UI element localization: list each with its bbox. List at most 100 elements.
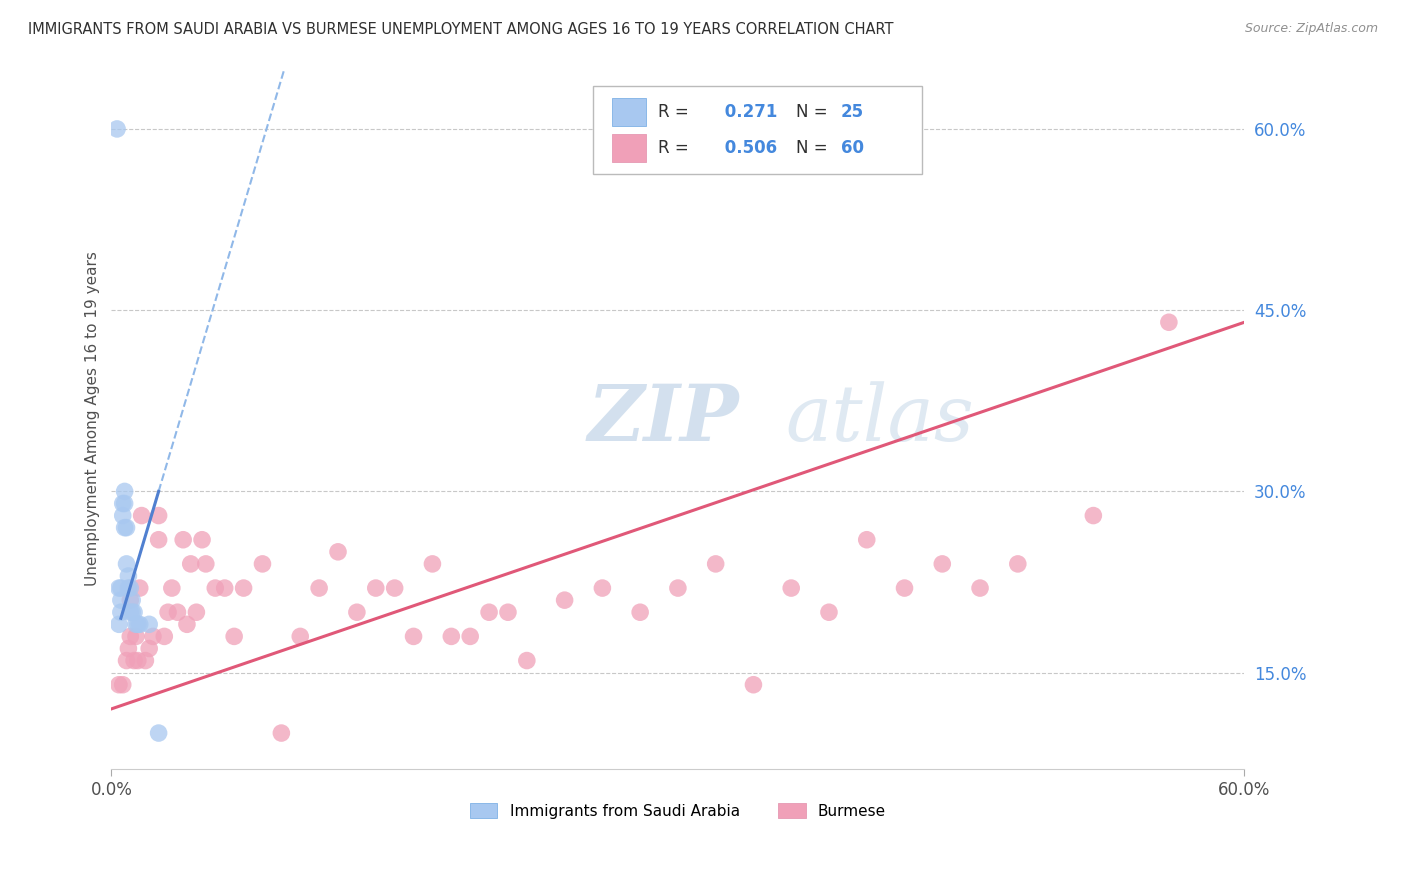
Point bbox=[134, 654, 156, 668]
Point bbox=[117, 569, 139, 583]
FancyBboxPatch shape bbox=[593, 86, 921, 174]
Point bbox=[110, 581, 132, 595]
Point bbox=[108, 581, 131, 595]
Point bbox=[969, 581, 991, 595]
Point bbox=[252, 557, 274, 571]
Point bbox=[114, 484, 136, 499]
Point bbox=[440, 629, 463, 643]
Point bbox=[131, 508, 153, 523]
Point bbox=[108, 678, 131, 692]
Point bbox=[122, 605, 145, 619]
Point bbox=[364, 581, 387, 595]
Point bbox=[115, 521, 138, 535]
Point bbox=[138, 617, 160, 632]
Point bbox=[110, 605, 132, 619]
Point bbox=[224, 629, 246, 643]
Point bbox=[402, 629, 425, 643]
Point bbox=[290, 629, 312, 643]
Point bbox=[114, 496, 136, 510]
Point bbox=[346, 605, 368, 619]
Point bbox=[127, 617, 149, 632]
Point bbox=[554, 593, 576, 607]
Point bbox=[458, 629, 481, 643]
Point bbox=[138, 641, 160, 656]
Point bbox=[121, 605, 143, 619]
Point bbox=[893, 581, 915, 595]
Point bbox=[931, 557, 953, 571]
Point bbox=[111, 678, 134, 692]
Point bbox=[496, 605, 519, 619]
Point bbox=[160, 581, 183, 595]
Point bbox=[127, 654, 149, 668]
Point bbox=[114, 521, 136, 535]
Bar bbox=[612, 98, 647, 126]
Point bbox=[108, 617, 131, 632]
Point bbox=[384, 581, 406, 595]
Text: R =: R = bbox=[658, 139, 693, 157]
Point bbox=[232, 581, 254, 595]
Point bbox=[191, 533, 214, 547]
Text: 0.506: 0.506 bbox=[718, 139, 778, 157]
Point bbox=[148, 533, 170, 547]
Point bbox=[115, 557, 138, 571]
Point bbox=[121, 593, 143, 607]
Legend: Immigrants from Saudi Arabia, Burmese: Immigrants from Saudi Arabia, Burmese bbox=[464, 797, 891, 825]
Text: R =: R = bbox=[658, 103, 693, 121]
Point bbox=[1083, 508, 1105, 523]
Point bbox=[704, 557, 727, 571]
Point bbox=[120, 605, 142, 619]
Point bbox=[120, 581, 142, 595]
Point bbox=[214, 581, 236, 595]
Text: 0.271: 0.271 bbox=[718, 103, 778, 121]
Point bbox=[628, 605, 651, 619]
Point bbox=[780, 581, 803, 595]
Point bbox=[204, 581, 226, 595]
Point bbox=[122, 654, 145, 668]
Point bbox=[153, 629, 176, 643]
Point bbox=[105, 122, 128, 136]
Point bbox=[111, 508, 134, 523]
Point bbox=[110, 593, 132, 607]
Point bbox=[422, 557, 444, 571]
Y-axis label: Unemployment Among Ages 16 to 19 years: Unemployment Among Ages 16 to 19 years bbox=[86, 252, 100, 586]
Point bbox=[120, 593, 142, 607]
Point bbox=[818, 605, 841, 619]
Point bbox=[128, 581, 150, 595]
Text: atlas: atlas bbox=[786, 381, 974, 457]
Point bbox=[148, 726, 170, 740]
Point bbox=[180, 557, 202, 571]
Text: ZIP: ZIP bbox=[588, 381, 740, 458]
Point bbox=[516, 654, 538, 668]
Text: 60: 60 bbox=[841, 139, 865, 157]
Point bbox=[120, 629, 142, 643]
Point bbox=[125, 629, 148, 643]
Point bbox=[128, 617, 150, 632]
Point bbox=[148, 508, 170, 523]
Point bbox=[186, 605, 208, 619]
Point bbox=[117, 581, 139, 595]
Point bbox=[117, 641, 139, 656]
Bar bbox=[612, 134, 647, 161]
Point bbox=[742, 678, 765, 692]
Text: N =: N = bbox=[796, 103, 832, 121]
Point bbox=[176, 617, 198, 632]
Point bbox=[666, 581, 689, 595]
Point bbox=[172, 533, 194, 547]
Text: N =: N = bbox=[796, 139, 832, 157]
Point bbox=[591, 581, 613, 595]
Point bbox=[157, 605, 180, 619]
Point bbox=[142, 629, 165, 643]
Text: IMMIGRANTS FROM SAUDI ARABIA VS BURMESE UNEMPLOYMENT AMONG AGES 16 TO 19 YEARS C: IMMIGRANTS FROM SAUDI ARABIA VS BURMESE … bbox=[28, 22, 894, 37]
Point bbox=[308, 581, 330, 595]
Point bbox=[270, 726, 292, 740]
Point bbox=[855, 533, 877, 547]
Point bbox=[125, 617, 148, 632]
Point bbox=[1157, 315, 1180, 329]
Point bbox=[166, 605, 188, 619]
Point bbox=[115, 654, 138, 668]
Point bbox=[478, 605, 501, 619]
Point bbox=[111, 496, 134, 510]
Point bbox=[1007, 557, 1029, 571]
Text: 25: 25 bbox=[841, 103, 865, 121]
Point bbox=[326, 545, 349, 559]
